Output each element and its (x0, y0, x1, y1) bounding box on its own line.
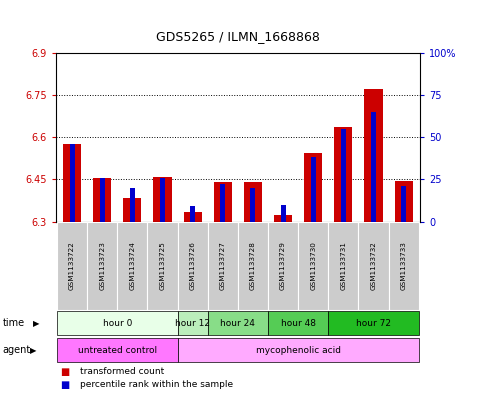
Bar (57, 338, 178, 362)
Bar (184, 212, 202, 222)
Text: GSM1133731: GSM1133731 (341, 241, 346, 290)
Bar (334, 127, 353, 222)
Bar (311, 158, 316, 222)
Text: agent: agent (2, 345, 30, 355)
Bar (371, 112, 376, 222)
Bar (93, 178, 111, 222)
Bar (388, 222, 419, 310)
Text: GSM1133733: GSM1133733 (400, 241, 407, 290)
Text: ▶: ▶ (30, 346, 36, 354)
Text: GSM1133725: GSM1133725 (159, 241, 166, 290)
Text: percentile rank within the sample: percentile rank within the sample (80, 380, 233, 389)
Bar (220, 184, 226, 222)
Bar (70, 144, 75, 222)
Bar (57, 311, 178, 336)
Bar (57, 222, 87, 310)
Text: hour 0: hour 0 (103, 319, 132, 328)
Bar (268, 311, 328, 336)
Bar (154, 176, 171, 222)
Bar (298, 222, 328, 310)
Text: GSM1133732: GSM1133732 (370, 241, 376, 290)
Text: GSM1133729: GSM1133729 (280, 241, 286, 290)
Bar (123, 198, 142, 222)
Text: GSM1133722: GSM1133722 (69, 241, 75, 290)
Bar (160, 178, 165, 222)
Bar (190, 206, 195, 222)
Text: hour 72: hour 72 (356, 319, 391, 328)
Text: untreated control: untreated control (78, 346, 157, 354)
Text: hour 48: hour 48 (281, 319, 316, 328)
Text: ■: ■ (60, 380, 70, 390)
Text: GSM1133727: GSM1133727 (220, 241, 226, 290)
Bar (250, 188, 256, 222)
Bar (358, 222, 388, 310)
Text: GSM1133730: GSM1133730 (310, 241, 316, 290)
Bar (304, 152, 322, 222)
Bar (281, 205, 285, 222)
Text: ▶: ▶ (33, 319, 39, 328)
Bar (268, 222, 298, 310)
Bar (208, 222, 238, 310)
Text: transformed count: transformed count (80, 367, 164, 376)
Text: GSM1133724: GSM1133724 (129, 241, 135, 290)
Bar (274, 215, 292, 222)
Bar (214, 182, 232, 222)
Text: time: time (2, 318, 25, 329)
Bar (178, 222, 208, 310)
Text: ■: ■ (60, 367, 70, 377)
Bar (147, 222, 178, 310)
Bar (178, 311, 208, 336)
Bar (99, 178, 105, 222)
Bar (328, 311, 419, 336)
Text: GSM1133726: GSM1133726 (190, 241, 196, 290)
Bar (365, 89, 383, 222)
Text: GDS5265 / ILMN_1668868: GDS5265 / ILMN_1668868 (156, 30, 320, 43)
Bar (341, 129, 346, 222)
Bar (63, 144, 81, 222)
Bar (328, 222, 358, 310)
Bar (238, 222, 268, 310)
Bar (87, 222, 117, 310)
Text: GSM1133723: GSM1133723 (99, 241, 105, 290)
Text: hour 12: hour 12 (175, 319, 210, 328)
Bar (244, 182, 262, 222)
Text: GSM1133728: GSM1133728 (250, 241, 256, 290)
Bar (130, 188, 135, 222)
Bar (178, 338, 419, 362)
Text: hour 24: hour 24 (220, 319, 256, 328)
Bar (208, 311, 268, 336)
Bar (395, 181, 412, 222)
Text: mycophenolic acid: mycophenolic acid (256, 346, 341, 354)
Bar (117, 222, 147, 310)
Bar (401, 186, 406, 222)
